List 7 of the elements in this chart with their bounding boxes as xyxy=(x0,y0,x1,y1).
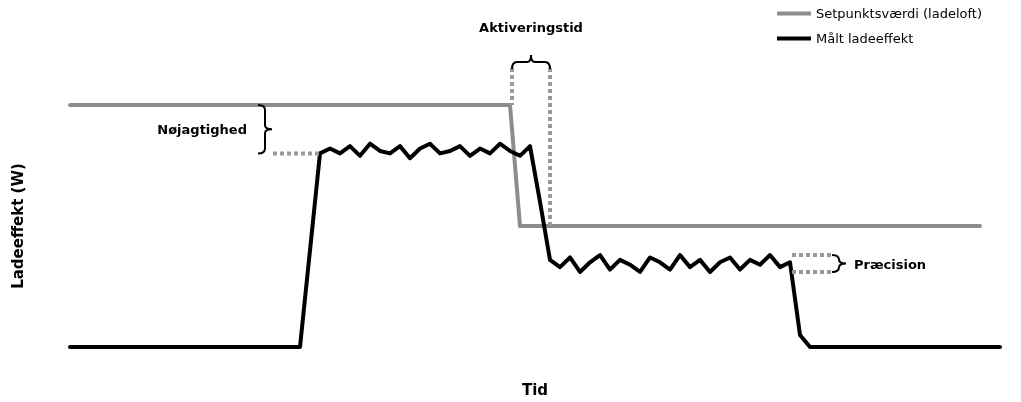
annotation: Præcision xyxy=(854,256,927,272)
y-axis-title: Ladeeffekt (W) xyxy=(8,163,27,289)
legend-label: Setpunktsværdi (ladeloft) xyxy=(815,6,982,21)
text: Aktiveringstid xyxy=(479,20,583,35)
legend-label: Målt ladeeffekt xyxy=(815,31,914,46)
x-axis-title: Tid xyxy=(521,380,549,399)
annotation: Nøjagtighed xyxy=(157,122,247,138)
